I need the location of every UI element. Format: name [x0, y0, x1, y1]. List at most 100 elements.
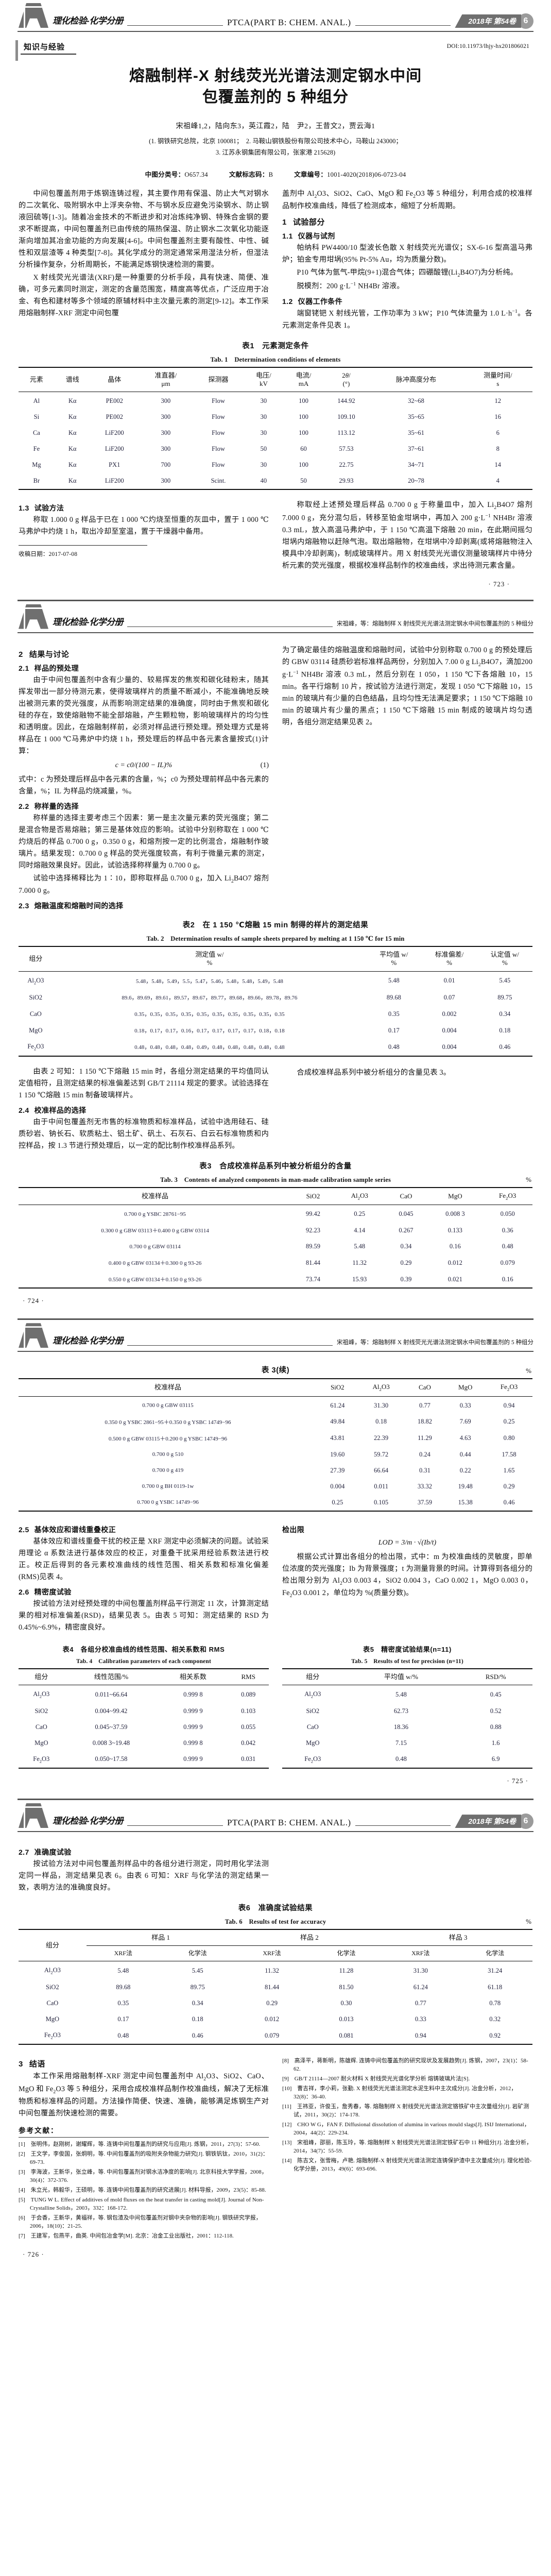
table-cell: MgO — [306, 1739, 320, 1747]
table-cell: 61.24 — [330, 1401, 345, 1409]
table-cell: LiF200 — [105, 429, 124, 437]
table-cell: Fe — [33, 445, 40, 453]
received-date-value: 2017-07-08 — [48, 551, 78, 558]
heading-2-6: 2.6 精密度试验 — [19, 1587, 269, 1597]
formula-1: c = c0/(100 − IL)% (1) — [19, 761, 269, 770]
table-cell: 0.133 — [447, 1226, 462, 1234]
heading-1-1-num: 1.1 — [282, 232, 293, 240]
column-header: SiO2 — [306, 1192, 320, 1200]
page1-columns-b: 1.3 试验方法 称取 1.000 0 g 样品于已在 1 000 ℃灼烧至恒重的… — [19, 499, 532, 588]
heading-2: 2 结果与讨论 — [19, 649, 269, 659]
table-cell: 6 — [496, 429, 500, 437]
page-title: 熔融制样-X 射线荧光光谱法测定钢水中间 包覆盖剂的 5 种组分 — [62, 65, 489, 108]
table-cell: Kα — [68, 397, 77, 405]
heading-2-7-num: 2.7 — [19, 1848, 29, 1857]
table-cell: 0.18 — [375, 1418, 387, 1426]
reference-item: [3] 李海波，王新华，张立峰，等. 中间包覆盖剂对钢水洁净度的影响[J]. 北… — [19, 2169, 267, 2184]
table-4-caption-cn: 表4 各组分校准曲线的线性范围、相关系数和 RMS — [62, 1645, 225, 1653]
table-cell: 0.350 0 g YSBC 2861−95＋0.350 0 g YSBC 14… — [105, 1419, 231, 1426]
table-cell: 0.33 — [459, 1401, 471, 1409]
table-cell: 0.021 — [447, 1275, 462, 1283]
table-cell: 5.48 — [395, 1690, 407, 1698]
header-bottom-rule-3 — [18, 1351, 533, 1352]
page4-right-column — [282, 1843, 532, 1895]
table-cell: 300 — [161, 429, 171, 437]
column-header: RSD/% — [485, 1672, 506, 1681]
table-4: 组分 线性范围/% 相关系数 RMS Al2O3 0.011~66.64 0.999 8 0… — [19, 1668, 269, 1769]
table-cell: 22.75 — [339, 461, 354, 469]
header-bottom-rule — [18, 31, 533, 32]
page1-left-column: 中间包覆盖剂用于炼钢连铸过程，其主要作用有保温、防止大气对钢水的二次氧化、吸附钢… — [19, 188, 269, 333]
heading-2-7: 2.7 准确度试验 — [19, 1847, 269, 1857]
table-cell: 0.16 — [449, 1243, 461, 1250]
heading-2-6-title: 精密度试验 — [34, 1587, 72, 1596]
page2-columns-b: 由表 2 可知：1 150 ℃下熔融 15 min 时，各组分测定结果的平均值同… — [19, 1066, 532, 1153]
table-1-caption-cn: 表1 元素测定条件 — [242, 342, 309, 350]
table-2-caption-cn: 表2 在 1 150 ℃熔融 15 min 制得的样片的测定结果 — [182, 921, 369, 930]
table-cell: 1.65 — [503, 1466, 515, 1474]
table-cell: 81.50 — [339, 1983, 354, 1991]
table-cell: 31.30 — [413, 1967, 428, 1975]
table-cell: Al2O3 — [304, 1690, 321, 1699]
s3-p1: 本工作采用熔融制样-XRF 测定中间包覆盖剂中 Al2O3、SiO2、CaO、M… — [19, 2072, 269, 2118]
table-cell: 0.012 — [447, 1259, 462, 1266]
table-6: 组分 样品 1 样品 2 样品 3 XRF法 化学法 XRF法 化学法 XRF法 化学法 Al2O… — [19, 1929, 532, 2045]
table-6-unit: % — [526, 1918, 531, 1926]
table-cell: 4.14 — [354, 1226, 366, 1234]
table-cell: 100 — [299, 429, 308, 437]
journal-logo-icon-4 — [18, 1803, 49, 1830]
table-cell: SiO2 — [46, 1983, 59, 1991]
table-1: 元素 谱线 晶体 准直器/μm 探测器 电压/kV 电流/mA 2θ/(°) 脉冲高度分布 测量时… — [19, 367, 532, 490]
table-cell: Fe2O3 — [304, 1755, 321, 1764]
table-cell: 0.079 — [265, 2031, 280, 2039]
heading-2-1: 2.1 样品的预处理 — [19, 663, 269, 673]
table-cell: CaO — [46, 1999, 59, 2007]
journal-center-title: PTCA(PART B: CHEM. ANAL.) — [227, 18, 351, 27]
table-cell: 0.44 — [459, 1450, 471, 1458]
running-header-3: 理化检验-化学分册 宋祖峰，等：熔融制样 X 射线荧光光谱法测定钢水中间包覆盖剂… — [18, 1320, 533, 1350]
table-cell: Kα — [68, 445, 77, 453]
table-cell: 0.008 3 — [445, 1210, 465, 1218]
section-tag-label: 知识与经验 — [21, 40, 77, 55]
table-3b-body: 0.700 0 g GBW 03115 61.24 31.30 0.77 0.33 0.9… — [19, 1396, 532, 1511]
table-cell: MgO — [29, 1026, 43, 1034]
table-cell: 0.29 — [400, 1259, 412, 1266]
header-rule — [127, 25, 223, 26]
table-cell: 0.24 — [419, 1450, 431, 1458]
table-cell: 5.48 — [354, 1243, 366, 1250]
table-cell: 49.84 — [330, 1418, 345, 1426]
page-number-724: · 724 · — [23, 1297, 44, 1305]
s2-2-p1: 称样量的选择主要考虑三个因素：第一是主次量元素的荧光强度；第二是混合物是否易熔融… — [19, 814, 269, 870]
table-cell: 0.48 — [117, 2031, 129, 2039]
table-cell: 0.92 — [489, 2031, 501, 2039]
table-cell: 0.267 — [399, 1226, 414, 1234]
s1-1-p2: P10 气体为氩气-甲烷(9+1)混合气体；四硼酸锂(Li2B4O7)为分析纯。 — [297, 268, 518, 278]
s2-4-p1: 由于中间包覆盖剂无市售的标准物质和标准样品，试验中选用硅石、硅质砂岩、钠长石、软… — [19, 1117, 269, 1150]
table-cell: 30 — [260, 461, 267, 469]
column-header: 校准样品 — [142, 1192, 169, 1200]
column-header: CaO — [400, 1192, 412, 1200]
reference-item: [11] 王祎亚，许俊玉，詹秀春，等. 熔融制样 X 射线荧光光谱法测定铬铁矿中… — [282, 2104, 529, 2119]
table-cell: 0.25 — [503, 1418, 515, 1426]
heading-1-2-num: 1.2 — [282, 297, 293, 306]
table-cell: Al2O3 — [44, 1967, 61, 1975]
table-cell: 0.013 — [339, 2015, 354, 2023]
page2-columns: 2 结果与讨论 2.1 样品的预处理 由于中间包覆盖剂中含有少量的、较易挥发的焦炭和… — [19, 645, 532, 912]
journal-center-title-4: PTCA(PART B: CHEM. ANAL.) — [227, 1818, 351, 1828]
table-cell: 300 — [161, 477, 171, 485]
heading-3: 3 结语 — [19, 2058, 269, 2069]
column-header: Al2O3 — [351, 1191, 368, 1201]
column-header: 平均值 w/% — [384, 1672, 419, 1681]
table-cell: 12 — [494, 397, 502, 405]
heading-2-4-title: 校准样品的选择 — [34, 1106, 87, 1114]
table-cell: 0.050~17.58 — [95, 1755, 128, 1763]
table-row: 0.300 0 g GBW 03113＋0.400 0 g GBW 03114 9… — [19, 1222, 532, 1239]
table-cell: Fe2O3 — [33, 1755, 50, 1764]
table-row: SiO2 62.73 0.52 — [282, 1703, 532, 1719]
column-subheader: 化学法 — [486, 1950, 505, 1957]
table-cell: 0.055 — [241, 1723, 256, 1731]
s1-1-p1: 帕纳科 PW4400/10 型波长色散 X 射线荧光光谱仪；SX-6-16 型高… — [282, 244, 532, 264]
intro-paragraph-2: X 射线荧光光谱法(XRF)是一种重要的分析手段，具有快速、简便、准确，可多元素… — [19, 273, 269, 317]
doctype-value: B — [268, 171, 273, 178]
table-2-header-row: 组分 测定值 w/% 平均值 w/% 标准偏差/% 认定值 w/% — [19, 946, 532, 972]
